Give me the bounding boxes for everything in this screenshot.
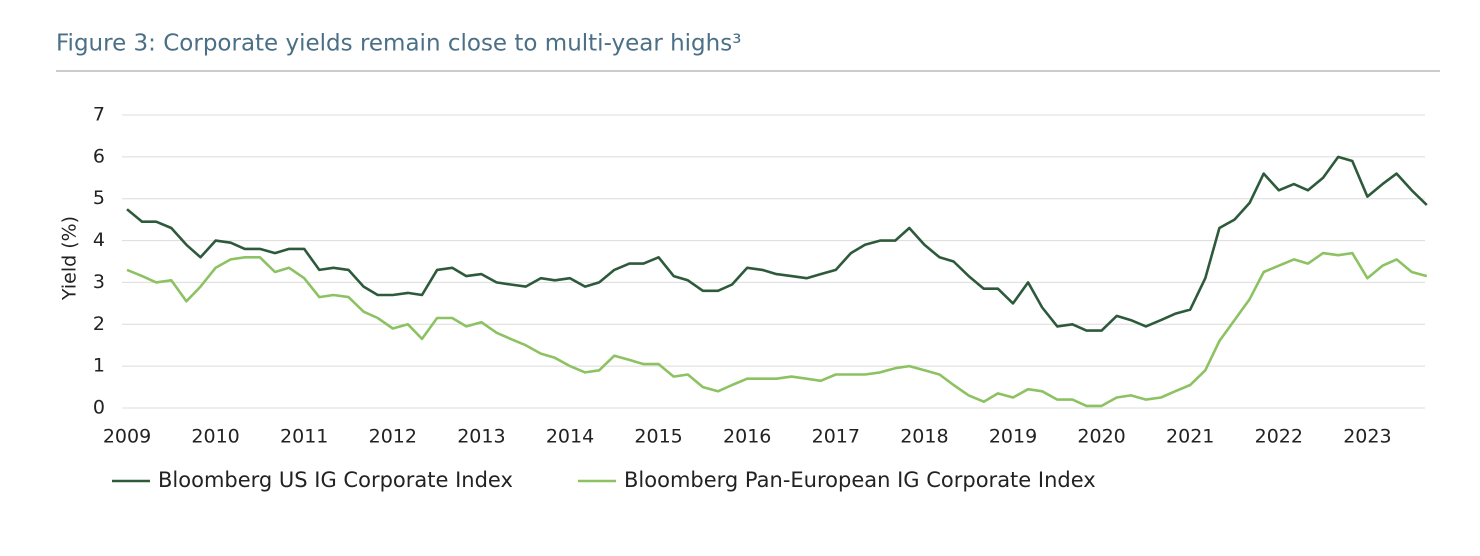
x-tick-label: 2015 <box>634 426 682 448</box>
y-tick-label: 6 <box>93 145 105 167</box>
x-tick-label: 2014 <box>546 426 594 448</box>
y-tick-label: 7 <box>93 104 105 126</box>
x-tick-label: 2020 <box>1077 426 1125 448</box>
x-tick-label: 2009 <box>103 426 151 448</box>
legend-label: Bloomberg Pan-European IG Corporate Inde… <box>624 468 1096 492</box>
x-tick-label: 2010 <box>191 426 239 448</box>
x-tick-label: 2021 <box>1166 426 1214 448</box>
series-line <box>126 251 1428 408</box>
x-tick-label: 2013 <box>457 426 505 448</box>
y-tick-label: 1 <box>93 355 105 377</box>
x-tick-label: 2016 <box>723 426 771 448</box>
legend-label: Bloomberg US IG Corporate Index <box>158 468 513 492</box>
x-tick-label: 2012 <box>369 426 417 448</box>
series-line <box>126 155 1428 332</box>
y-tick-label: 4 <box>93 229 105 251</box>
x-tick-label: 2018 <box>900 426 948 448</box>
y-axis-label: Yield (%) <box>59 216 81 301</box>
y-tick-label: 2 <box>93 313 105 335</box>
x-tick-label: 2022 <box>1255 426 1303 448</box>
y-tick-label: 5 <box>93 187 105 209</box>
y-tick-label: 3 <box>93 271 105 293</box>
y-tick-label: 0 <box>93 397 105 419</box>
x-tick-label: 2011 <box>280 426 328 448</box>
x-tick-label: 2017 <box>812 426 860 448</box>
x-tick-label: 2019 <box>989 426 1037 448</box>
x-tick-label: 2023 <box>1343 426 1391 448</box>
chart-title: Figure 3: Corporate yields remain close … <box>56 31 741 57</box>
